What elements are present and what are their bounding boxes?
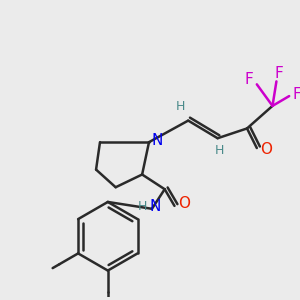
Text: F: F: [292, 87, 300, 102]
Text: F: F: [274, 66, 283, 81]
Text: H: H: [215, 145, 224, 158]
Text: H: H: [137, 200, 147, 213]
Text: F: F: [244, 72, 253, 87]
Text: H: H: [176, 100, 185, 113]
Text: O: O: [178, 196, 190, 211]
Text: N: N: [151, 133, 163, 148]
Text: N: N: [149, 200, 160, 214]
Text: O: O: [261, 142, 273, 158]
